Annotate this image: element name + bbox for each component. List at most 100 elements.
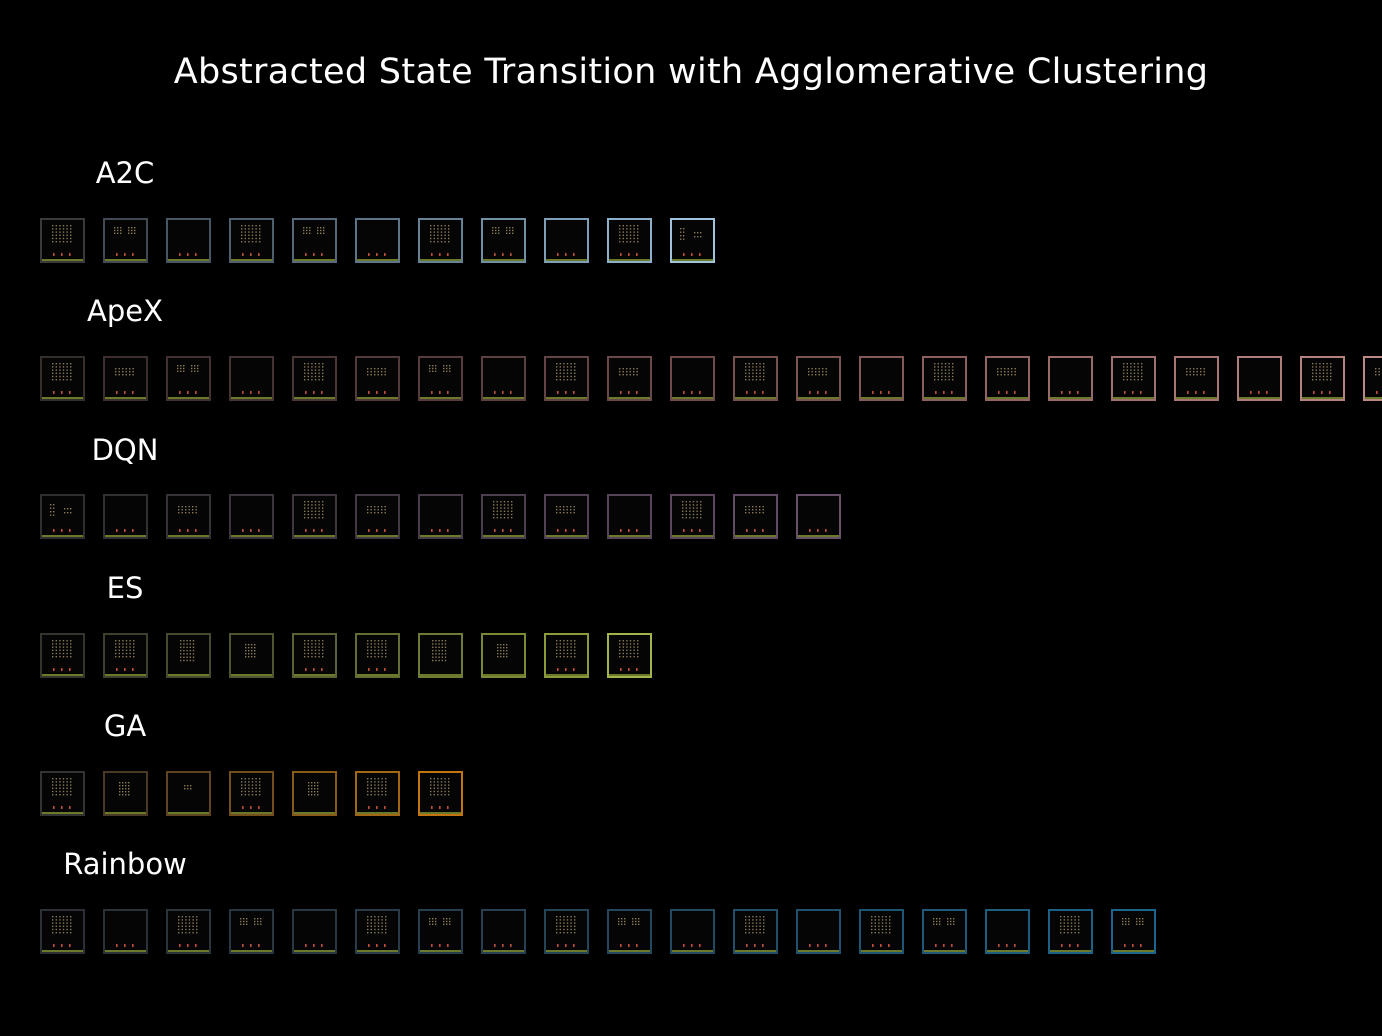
state-thumbnail: [985, 356, 1030, 401]
ground-line: [546, 950, 587, 952]
row-label-apex: ApeX: [87, 294, 163, 328]
game-frame-icon: [997, 368, 1016, 394]
ground-line: [357, 397, 398, 399]
game-frame-icon: [303, 227, 325, 256]
game-frame-icon: [1122, 918, 1144, 947]
state-thumbnail: [418, 633, 463, 678]
ground-line: [231, 397, 272, 399]
game-frame-icon: [556, 916, 576, 947]
state-thumbnail: [1048, 356, 1093, 401]
ground-line: [672, 397, 713, 399]
game-frame-icon: [116, 944, 134, 947]
game-frame-icon: [119, 782, 130, 796]
state-thumbnail: [1363, 356, 1382, 401]
ground-line: [294, 950, 335, 952]
ground-line: [105, 259, 146, 261]
game-frame-icon: [809, 944, 827, 947]
state-row-ga: [40, 771, 1382, 817]
game-frame-icon: [245, 644, 256, 658]
game-frame-icon: [1186, 368, 1205, 394]
state-thumbnail: [544, 633, 589, 678]
ground-line: [483, 950, 524, 952]
state-thumbnail: [166, 771, 211, 816]
game-frame-icon: [52, 640, 72, 671]
ground-line: [105, 812, 146, 814]
game-frame-icon: [367, 368, 386, 394]
state-thumbnail: [1237, 356, 1282, 401]
state-thumbnail: [607, 633, 652, 678]
state-thumbnail: [166, 356, 211, 401]
ground-line: [798, 535, 839, 537]
ground-line: [483, 535, 524, 537]
state-thumbnail: [544, 909, 589, 954]
game-frame-icon: [52, 225, 72, 256]
game-frame-icon: [431, 529, 449, 532]
ground-line: [609, 674, 650, 676]
game-frame-icon: [619, 640, 639, 671]
state-thumbnail: [40, 633, 85, 678]
state-thumbnail: [922, 356, 967, 401]
state-thumbnail: [355, 909, 400, 954]
state-thumbnail: [796, 909, 841, 954]
state-thumbnail: [481, 633, 526, 678]
ground-line: [294, 397, 335, 399]
ground-line: [294, 812, 335, 814]
game-frame-icon: [367, 640, 387, 671]
game-frame-icon: [367, 916, 387, 947]
state-thumbnail: [292, 218, 337, 263]
ground-line: [168, 674, 209, 676]
ground-line: [357, 535, 398, 537]
row-label-a2c: A2C: [95, 156, 155, 190]
ground-line: [42, 397, 83, 399]
game-frame-icon: [432, 640, 447, 662]
game-frame-icon: [808, 368, 827, 394]
game-frame-icon: [683, 391, 701, 394]
state-thumbnail: [481, 909, 526, 954]
state-thumbnail: [229, 218, 274, 263]
state-thumbnail: [229, 909, 274, 954]
ground-line: [42, 535, 83, 537]
row-label-ga: GA: [103, 709, 147, 743]
ground-line: [420, 674, 461, 676]
ground-line: [546, 535, 587, 537]
ground-line: [105, 950, 146, 952]
state-thumbnail: [103, 909, 148, 954]
state-thumbnail: [355, 494, 400, 539]
state-thumbnail: [481, 494, 526, 539]
ground-line: [168, 259, 209, 261]
ground-line: [735, 535, 776, 537]
ground-line: [168, 950, 209, 952]
state-thumbnail: [166, 909, 211, 954]
state-thumbnail: [229, 771, 274, 816]
state-thumbnail: [103, 218, 148, 263]
ground-line: [231, 535, 272, 537]
row-label-rainbow: Rainbow: [63, 847, 187, 881]
state-thumbnail: [40, 494, 85, 539]
state-thumbnail: [355, 356, 400, 401]
ground-line: [168, 812, 209, 814]
game-frame-icon: [429, 365, 451, 394]
game-frame-icon: [115, 640, 135, 671]
ground-line: [861, 950, 902, 952]
game-frame-icon: [180, 640, 195, 662]
state-thumbnail: [40, 771, 85, 816]
game-frame-icon: [52, 363, 72, 394]
game-frame-icon: [494, 391, 512, 394]
game-frame-icon: [184, 785, 192, 790]
game-frame-icon: [998, 944, 1016, 947]
state-thumbnail: [544, 218, 589, 263]
game-frame-icon: [178, 506, 197, 532]
state-thumbnail: [418, 356, 463, 401]
ground-line: [357, 259, 398, 261]
state-thumbnail: [103, 494, 148, 539]
ground-line: [1050, 397, 1091, 399]
state-row-apex: [40, 356, 1382, 402]
game-frame-icon: [619, 368, 638, 394]
ground-line: [546, 674, 587, 676]
state-thumbnail: [607, 494, 652, 539]
ground-line: [609, 397, 650, 399]
state-thumbnail: [1111, 356, 1156, 401]
game-frame-icon: [809, 529, 827, 532]
state-thumbnail: [418, 494, 463, 539]
game-frame-icon: [680, 228, 702, 256]
